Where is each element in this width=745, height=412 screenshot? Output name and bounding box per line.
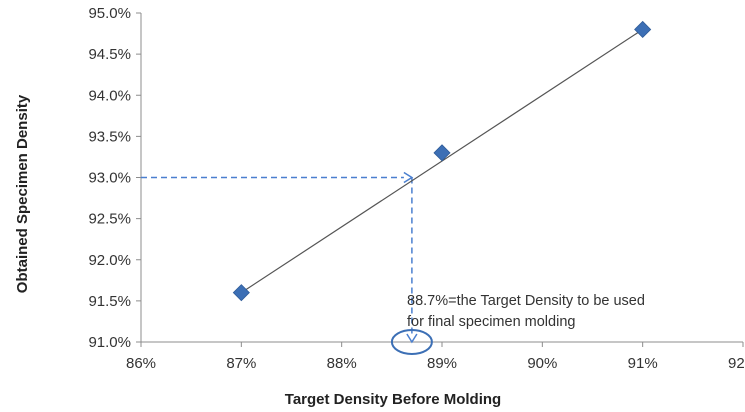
x-tick-label: 88% [327,355,357,372]
y-tick-label: 91.5% [88,293,131,310]
x-axis-ticks: 86% 87% 88% 89% 90% 91% 92% [126,342,745,372]
x-tick-label: 92% [728,355,745,372]
data-point-diamond [634,20,652,39]
y-axis-title: Obtained Specimen Density [14,94,31,293]
plot-area: 91.0% 91.5% 92.0% 92.5% 93.0% 93.5% 94.0% 94.5%… [88,5,745,372]
target-lookup-lines [141,171,418,344]
x-tick-label: 90% [527,355,557,372]
annotation-ellipse [390,329,433,355]
y-tick-label: 93.0% [88,170,131,187]
y-tick-label: 93.5% [88,128,131,145]
y-tick-label: 92.5% [88,211,131,228]
data-point-diamond [232,284,250,302]
y-tick-label: 94.0% [88,87,131,104]
y-tick-label: 95.0% [88,5,131,22]
x-tick-label: 89% [427,355,457,372]
annotation-text-line-1: 88.7%=the Target Density to be used [407,293,645,309]
x-tick-label: 86% [126,355,156,372]
annotation-text-line-2: for final specimen molding [407,314,575,330]
y-tick-label: 92.0% [88,252,131,269]
y-tick-label: 94.5% [88,46,131,63]
lookup-vertical-arrowhead [406,333,418,344]
x-tick-label: 87% [226,355,256,372]
y-axis-ticks: 91.0% 91.5% 92.0% 92.5% 93.0% 93.5% 94.0% 94.5%… [88,5,141,351]
data-point-diamond [433,144,451,162]
y-tick-label: 91.0% [88,334,131,351]
x-tick-label: 91% [628,355,658,372]
data-points [232,20,652,302]
x-axis-title: Target Density Before Molding [285,391,501,408]
